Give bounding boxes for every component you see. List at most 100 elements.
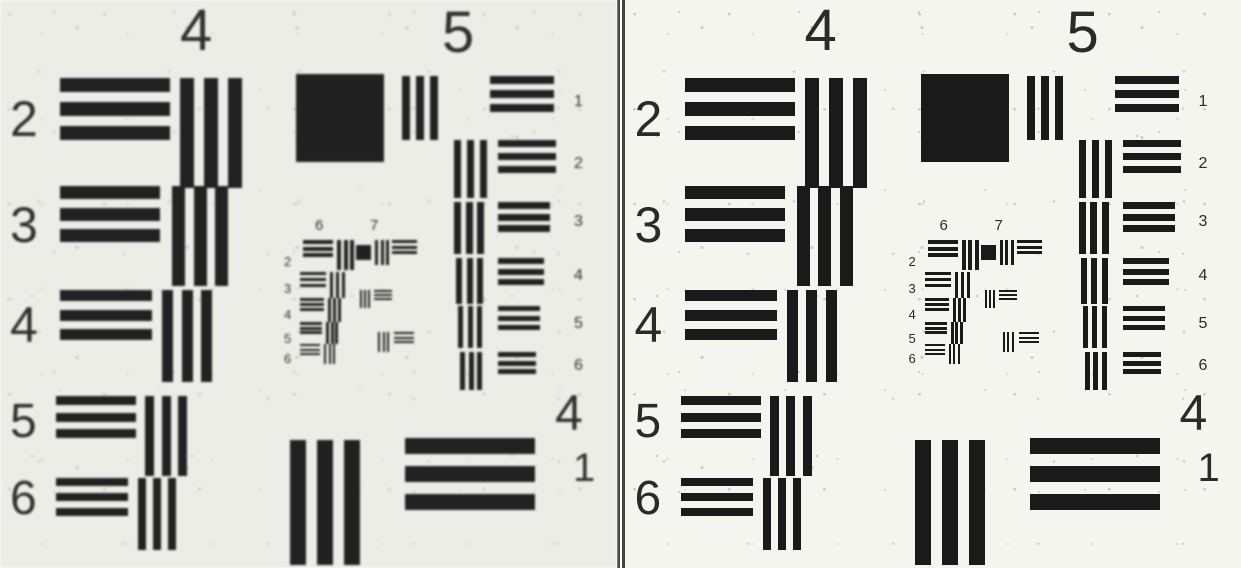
g6-h1 — [303, 240, 333, 257]
g5-e2-v — [1079, 140, 1112, 198]
group-label-4-top: 4 — [805, 2, 837, 60]
g4-e1-h-bottom — [1030, 438, 1160, 510]
inner-lbl-6a: 6 — [940, 218, 948, 233]
g5-e6-h — [1123, 352, 1161, 374]
panel-left-blurred: 4523456416723456123456 — [0, 0, 617, 568]
g4-e4-h — [60, 290, 152, 340]
g5-e5-v — [458, 306, 482, 348]
inner-lbl-7: 7 — [995, 218, 1003, 233]
col5-lbl-3: 3 — [1199, 214, 1208, 230]
g6-h1 — [928, 240, 958, 257]
g6-v1 — [962, 240, 979, 270]
col5-lbl-1: 1 — [574, 94, 583, 110]
g7-v1 — [1000, 240, 1014, 265]
comparison-container: 4523456416723456123456 45234564167234561… — [0, 0, 1241, 568]
panel-right-sharp: 4523456416723456123456 — [625, 0, 1241, 568]
g4-e2-h — [60, 78, 170, 140]
g4-e2-v — [805, 78, 867, 188]
black-square-large — [921, 74, 1009, 162]
g6-r4-v — [326, 322, 338, 344]
g6-r2-h — [300, 272, 326, 287]
col5-lbl-4: 4 — [574, 268, 583, 284]
g5-e3-v — [454, 202, 484, 254]
g6-r5-h — [925, 344, 945, 355]
group-label-4-top: 4 — [180, 2, 212, 60]
g4-e4-v — [162, 290, 212, 382]
g4-e5-v — [145, 396, 187, 476]
g7-r2-h — [374, 290, 392, 300]
g4-e6-v — [138, 478, 176, 550]
group-label-5-top: 5 — [442, 4, 474, 62]
row-label-6: 6 — [635, 475, 662, 523]
inner-lbl-4s: 4 — [909, 308, 916, 321]
group-label-4-right: 4 — [555, 388, 583, 438]
g7-r2-v — [360, 290, 370, 308]
row-label-4: 4 — [10, 300, 38, 350]
g5-e4-h — [498, 258, 544, 285]
g7-v1 — [375, 240, 389, 265]
g7-r3-v — [1003, 332, 1014, 352]
g5-e4-v — [456, 258, 483, 304]
col5-lbl-6: 6 — [1199, 358, 1208, 374]
row-label-5: 5 — [10, 398, 37, 446]
panel-divider — [617, 0, 625, 568]
g5-e5-h — [498, 306, 540, 330]
inner-lbl-5s: 5 — [909, 332, 916, 345]
g6-r3-v — [953, 298, 966, 322]
inner-lbl-3s: 3 — [284, 282, 291, 295]
row-label-1-right: 1 — [1198, 448, 1220, 488]
g7-h1 — [392, 240, 417, 254]
g5-e4-v — [1081, 258, 1108, 304]
g7-r2-h — [999, 290, 1017, 300]
row-label-1-right: 1 — [573, 448, 595, 488]
g5-e1-v — [402, 76, 438, 140]
g7-r3-v — [378, 332, 389, 352]
g5-e5-h — [1123, 306, 1165, 330]
inner-lbl-2s: 2 — [909, 255, 916, 268]
inner-lbl-5s: 5 — [284, 332, 291, 345]
g4-e4-h — [685, 290, 777, 340]
g6-r5-v — [324, 344, 335, 364]
g6-r3-v — [328, 298, 341, 322]
g6-v1 — [337, 240, 354, 270]
g6-r4-h — [925, 322, 947, 334]
inner-lbl-6s: 6 — [909, 352, 916, 365]
g4-e6-h — [681, 478, 753, 516]
row-label-2: 2 — [10, 94, 38, 144]
row-label-4: 4 — [635, 300, 663, 350]
inner-lbl-3s: 3 — [909, 282, 916, 295]
col5-lbl-2: 2 — [1199, 156, 1208, 172]
g6-r2-v — [330, 272, 345, 298]
g5-e5-v — [1083, 306, 1107, 348]
col5-lbl-2: 2 — [574, 156, 583, 172]
g4-e1-h-bottom — [405, 438, 535, 510]
inner-lbl-6a: 6 — [315, 218, 323, 233]
inner-lbl-2s: 2 — [284, 255, 291, 268]
col5-lbl-1: 1 — [1199, 94, 1208, 110]
g5-e6-v — [1085, 352, 1107, 390]
g6-r2-h — [925, 272, 951, 287]
g4-e1-v-bottom — [290, 440, 360, 565]
g6-r5-h — [300, 344, 320, 355]
col5-lbl-5: 5 — [1199, 316, 1208, 332]
col5-lbl-5: 5 — [574, 316, 583, 332]
black-square-small — [981, 245, 996, 260]
inner-lbl-6s: 6 — [284, 352, 291, 365]
g7-r3-h — [394, 332, 414, 343]
col5-lbl-4: 4 — [1199, 268, 1208, 284]
g5-e1-v — [1027, 76, 1063, 140]
g6-r4-v — [951, 322, 963, 344]
black-square-small — [356, 245, 371, 260]
g7-r3-h — [1019, 332, 1039, 343]
g4-e5-v — [770, 396, 812, 476]
g5-e1-h — [1115, 76, 1179, 112]
g5-e1-h — [490, 76, 554, 112]
g4-e3-h — [60, 186, 160, 242]
g4-e3-h — [685, 186, 785, 242]
row-label-3: 3 — [635, 200, 663, 250]
g4-e3-v — [797, 186, 853, 286]
col5-lbl-6: 6 — [574, 358, 583, 374]
g7-h1 — [1017, 240, 1042, 254]
row-label-6: 6 — [10, 475, 37, 523]
g4-e3-v — [172, 186, 228, 286]
